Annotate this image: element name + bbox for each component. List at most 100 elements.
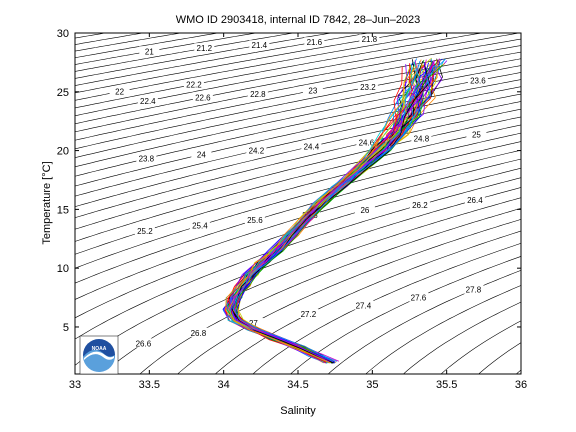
contour-label: 26 bbox=[360, 206, 369, 215]
density-contour bbox=[75, 33, 220, 59]
logo-sea bbox=[83, 349, 116, 373]
contour-label: 24.2 bbox=[249, 146, 265, 155]
contour-label-bg bbox=[243, 318, 264, 328]
contour-label-bg bbox=[467, 75, 488, 85]
ts-profile-line bbox=[231, 59, 422, 362]
density-contour bbox=[75, 149, 521, 284]
x-tick-label: 34.5 bbox=[287, 379, 308, 391]
x-axis-label: Salinity bbox=[280, 405, 316, 417]
noaa-logo: NOAA bbox=[79, 335, 119, 375]
ts-profile-line bbox=[228, 59, 427, 362]
density-contour bbox=[75, 38, 521, 125]
density-contour bbox=[252, 242, 521, 374]
ts-profile-line bbox=[228, 64, 412, 364]
x-tick-label: 33 bbox=[69, 379, 81, 391]
contour-label: 26.8 bbox=[191, 329, 207, 338]
y-tick-label: 5 bbox=[63, 322, 69, 334]
plot-frame bbox=[74, 32, 522, 375]
contour-label: 25.2 bbox=[137, 227, 153, 236]
contour-label: 26.6 bbox=[136, 339, 152, 348]
density-contour bbox=[101, 197, 521, 374]
contour-label: 26.2 bbox=[412, 201, 428, 210]
contour-label: 25 bbox=[472, 131, 481, 140]
contour-label-bg bbox=[247, 88, 268, 98]
contour-label-bg bbox=[463, 284, 484, 294]
density-contour-labels: 21 21.2 21.4 21.6 21.8 22 22.2 22.4 22.6 22.8 23 23… bbox=[109, 34, 488, 348]
density-contour bbox=[75, 33, 409, 94]
density-contour bbox=[75, 45, 521, 133]
contour-label: 21.6 bbox=[307, 38, 323, 47]
ts-profile-line bbox=[230, 60, 434, 363]
contour-label-bg bbox=[134, 225, 155, 235]
ts-profile-line bbox=[226, 59, 416, 362]
contour-label-bg bbox=[356, 137, 377, 147]
contour-label-bg bbox=[249, 40, 270, 50]
contour-label: 23.6 bbox=[470, 77, 486, 86]
contour-label-bg bbox=[191, 149, 212, 159]
x-tick-label: 33.5 bbox=[139, 379, 160, 391]
contour-label: 22.4 bbox=[140, 97, 156, 106]
contour-label-bg bbox=[409, 199, 430, 209]
contour-label: 21.4 bbox=[252, 41, 268, 50]
density-contour bbox=[440, 320, 521, 374]
density-contour bbox=[45, 0, 171, 6]
density-contour bbox=[75, 158, 521, 300]
density-contour bbox=[75, 93, 521, 197]
contour-label: 23 bbox=[308, 87, 317, 96]
x-tick-label: 36 bbox=[515, 379, 527, 391]
density-contour bbox=[402, 301, 521, 374]
contour-label-bg bbox=[357, 82, 378, 92]
contour-label: 24.4 bbox=[304, 142, 320, 151]
density-contour bbox=[75, 72, 521, 168]
x-tick-label: 34 bbox=[218, 379, 230, 391]
contour-label: 27.8 bbox=[466, 286, 482, 295]
density-contour bbox=[75, 79, 521, 177]
ts-profile-line bbox=[228, 58, 417, 362]
contour-label: 24.8 bbox=[414, 135, 430, 144]
contour-label-bg bbox=[136, 153, 157, 163]
contour-label-bg bbox=[109, 86, 130, 96]
density-contour bbox=[526, 377, 551, 406]
density-contour bbox=[75, 33, 296, 72]
density-contour bbox=[290, 256, 521, 374]
density-contours bbox=[45, 0, 551, 406]
density-contour bbox=[177, 219, 521, 374]
contour-label-bg bbox=[304, 37, 325, 47]
contour-label: 27.6 bbox=[411, 293, 427, 302]
density-contour bbox=[75, 33, 484, 109]
contour-label-bg bbox=[246, 145, 267, 155]
density-contour bbox=[45, 0, 209, 12]
contour-label: 24 bbox=[197, 150, 206, 159]
contour-label-bg bbox=[302, 85, 323, 95]
contour-label: 21.2 bbox=[197, 44, 213, 53]
density-contour bbox=[75, 108, 521, 219]
y-tick-label: 15 bbox=[57, 204, 69, 216]
density-contour bbox=[75, 33, 183, 52]
contour-label-bg bbox=[244, 215, 265, 225]
contour-label: 26.4 bbox=[467, 196, 483, 205]
contour-label-bg bbox=[137, 95, 158, 105]
contour-label: 25.6 bbox=[247, 216, 263, 225]
logo-bird-icon bbox=[84, 351, 114, 360]
density-contour bbox=[75, 58, 521, 150]
density-contour bbox=[214, 230, 521, 374]
contour-label-bg bbox=[189, 220, 210, 230]
contour-label: 21 bbox=[145, 47, 154, 56]
density-contour bbox=[75, 33, 371, 86]
contour-label-bg bbox=[408, 292, 429, 302]
ts-profile-line bbox=[231, 65, 430, 364]
density-contour bbox=[75, 65, 521, 158]
contour-label-bg bbox=[359, 34, 380, 44]
ts-profile-line bbox=[228, 63, 416, 363]
contour-label-bg bbox=[133, 338, 154, 348]
ts-profile-line bbox=[229, 61, 424, 363]
contour-label-bg bbox=[464, 195, 485, 205]
contour-label: 23.2 bbox=[360, 83, 376, 92]
y-axis: 5 10 15 20 25 30 bbox=[57, 28, 521, 334]
ts-profile-line bbox=[225, 65, 418, 364]
density-contour bbox=[365, 285, 521, 374]
contour-label-bg bbox=[354, 204, 375, 214]
density-contour bbox=[75, 86, 521, 187]
contour-label-bg bbox=[192, 92, 213, 102]
density-contour bbox=[75, 132, 521, 255]
